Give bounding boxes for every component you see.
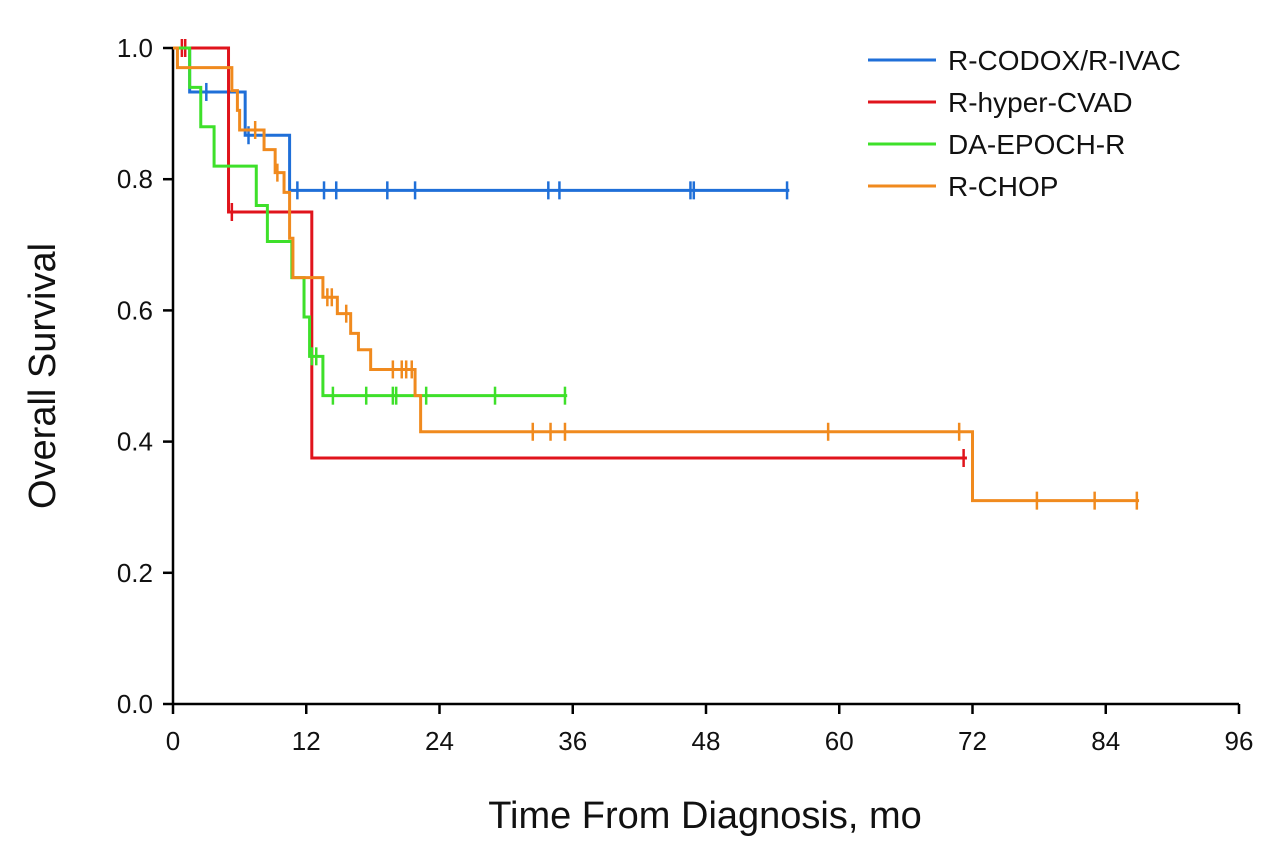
y-tick-label: 0.8: [117, 164, 153, 194]
axes: 0 12 24 36 48 60 72 84 96 0.0 0.2 0.4 0.6 0.8 1.0: [117, 33, 1254, 756]
series-layer: [173, 39, 1140, 510]
x-tick-label: 60: [825, 726, 854, 756]
survival-curve-r-codox-r-ivac: [173, 46, 790, 192]
series-r-chop: [173, 46, 1140, 510]
y-tick-label: 0.2: [117, 558, 153, 588]
x-tick-label: 84: [1091, 726, 1120, 756]
y-tick-label: 0.6: [117, 295, 153, 325]
x-axis-title: Time From Diagnosis, mo: [488, 795, 922, 837]
y-axis-title: Overall Survival: [22, 243, 64, 509]
series-r-hyper-cvad: [173, 39, 967, 467]
legend-label-r-chop: R-CHOP: [948, 171, 1058, 202]
x-tick-label: 48: [692, 726, 721, 756]
y-tick-label: 0.4: [117, 427, 153, 457]
legend-label-da-epoch-r: DA-EPOCH-R: [948, 129, 1125, 160]
series-r-codox-r-ivac: [173, 46, 790, 200]
series-da-epoch-r: [173, 46, 568, 405]
legend-label-r-hyper-cvad: R-hyper-CVAD: [948, 87, 1133, 118]
x-tick-label: 0: [166, 726, 180, 756]
x-tick-label: 36: [558, 726, 587, 756]
survival-curve-r-hyper-cvad: [173, 46, 967, 460]
survival-curve-da-epoch-r: [173, 46, 568, 398]
y-tick-label: 0.0: [117, 689, 153, 719]
legend-label-r-codox-r-ivac: R-CODOX/R-IVAC: [948, 45, 1181, 76]
x-tick-label: 12: [292, 726, 321, 756]
y-tick-label: 1.0: [117, 33, 153, 63]
x-tick-label: 24: [425, 726, 454, 756]
x-tick-label: 96: [1225, 726, 1254, 756]
legend: R-CODOX/R-IVAC R-hyper-CVAD DA-EPOCH-R R-CH…: [868, 45, 1181, 202]
survival-curve-r-chop: [173, 46, 1140, 503]
x-tick-label: 72: [958, 726, 987, 756]
